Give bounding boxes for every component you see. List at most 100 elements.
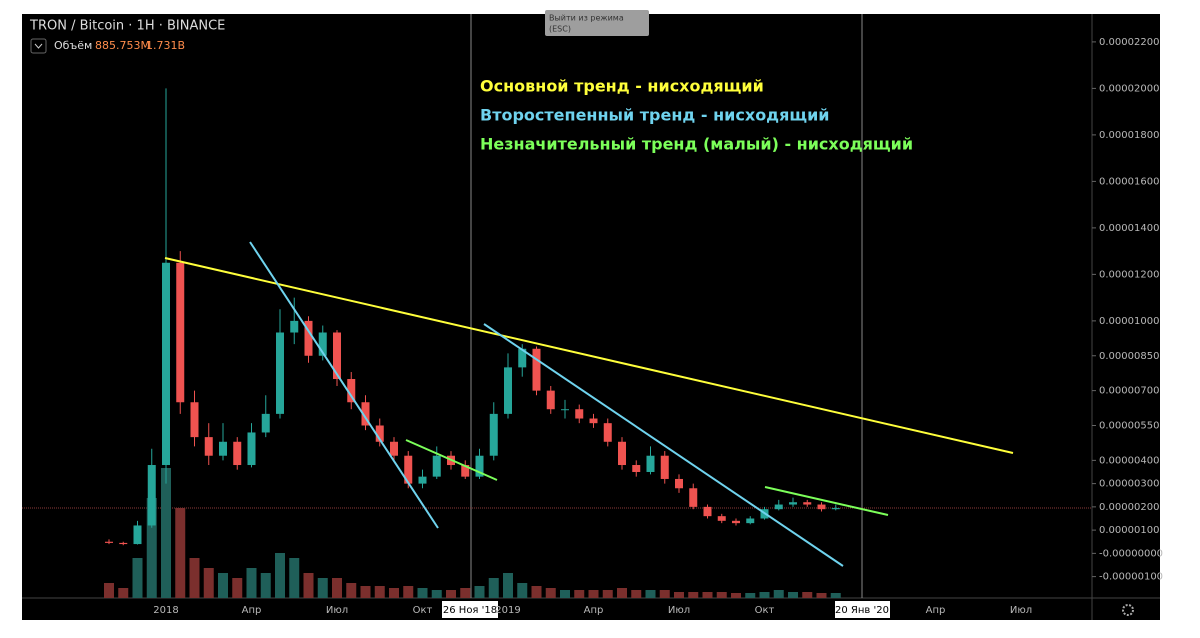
volume-bar — [802, 592, 813, 598]
volume-bar — [332, 578, 342, 598]
volume-bar — [118, 588, 129, 598]
candle-body — [546, 390, 555, 410]
collapse-button[interactable] — [30, 38, 47, 54]
volume-bar — [460, 588, 471, 598]
candle-body — [532, 348, 541, 391]
secondary-trend-line — [249, 241, 439, 529]
candle-body — [247, 432, 256, 466]
volume-bar — [303, 573, 314, 598]
annotation: Второстепенный тренд - нисходящий — [480, 106, 829, 125]
candle-body — [418, 476, 427, 484]
candle-body — [304, 320, 313, 356]
volume-bar — [360, 586, 371, 598]
x-tick-label: Июл — [668, 605, 690, 616]
annotation: Незначительный тренд (малый) - нисходящи… — [480, 135, 913, 154]
volume-bar — [289, 558, 300, 598]
volume-bar — [674, 592, 684, 598]
cursor-date-label: 26 Ноя '18 — [443, 605, 497, 616]
candle-body — [375, 425, 384, 442]
volume-value: 1.731B — [146, 39, 185, 52]
candle-body — [162, 262, 170, 466]
plot — [104, 88, 841, 598]
candle-body — [646, 455, 655, 472]
volume-bar — [602, 590, 613, 598]
candle-body — [732, 520, 740, 524]
y-tick-label: 0.00000200 — [1099, 502, 1159, 513]
volume-bar — [688, 592, 699, 598]
candle-body — [290, 320, 299, 333]
trend-lines — [164, 241, 1014, 567]
volume-bar — [203, 568, 214, 598]
volume-bar — [631, 590, 642, 598]
candle-body — [133, 525, 142, 545]
volume-bar — [146, 498, 157, 598]
volume-bar — [759, 592, 770, 598]
candle-body — [432, 455, 441, 477]
volume-bar — [218, 573, 228, 598]
volume-bar — [588, 590, 599, 598]
exit-tooltip[interactable] — [545, 10, 649, 36]
volume-bar — [446, 590, 456, 598]
chart-background — [22, 14, 1160, 620]
volume-bar — [389, 588, 399, 598]
candle-body — [347, 379, 356, 403]
candle-body — [233, 441, 242, 466]
y-tick-label: 0.00002000 — [1099, 83, 1159, 94]
candle-body — [276, 332, 284, 414]
minor-trend-line — [764, 486, 889, 516]
x-tick-label: 2018 — [153, 605, 178, 616]
candle-body — [204, 437, 213, 456]
volume-bar — [716, 592, 727, 598]
y-tick-label: 0.00000850 — [1099, 351, 1159, 362]
y-tick-label: -0.00000000 — [1099, 548, 1163, 559]
volume-bar — [517, 583, 528, 598]
candle-body — [318, 332, 327, 356]
x-tick-label: Апр — [242, 605, 262, 616]
y-tick-label: 0.00000400 — [1099, 455, 1159, 466]
volume-value: 885.753M — [95, 39, 150, 52]
volume-bar — [417, 588, 428, 598]
tooltip-text: Выйти из режима — [549, 14, 624, 23]
candle-body — [575, 409, 584, 419]
volume-bar — [161, 468, 171, 598]
candle-body — [190, 402, 199, 438]
volume-bar — [830, 593, 841, 598]
primary-trend-line — [164, 257, 1014, 454]
y-tick-label: 0.00001600 — [1099, 176, 1159, 187]
candle-body — [504, 367, 512, 414]
candle-body — [404, 455, 413, 484]
candle-body — [689, 488, 698, 507]
volume-bar — [275, 553, 285, 598]
volume-bar — [317, 578, 328, 598]
x-tick-label: Апр — [584, 605, 604, 616]
settings-icon[interactable] — [1122, 604, 1134, 616]
candle-body — [632, 465, 641, 472]
annotation: Основной тренд - нисходящий — [480, 77, 764, 96]
candle-body — [561, 409, 569, 411]
volume-label: Объём — [54, 39, 92, 52]
candle-body — [817, 504, 826, 510]
volume-bar — [346, 583, 357, 598]
volume-bar — [175, 508, 186, 598]
y-tick-label: 0.00001800 — [1099, 130, 1159, 141]
x-tick-label: Окт — [413, 605, 433, 616]
candle-body — [717, 516, 726, 521]
candle-body — [333, 332, 341, 379]
secondary-trend-line — [483, 323, 844, 567]
y-tick-label: -0.00000100 — [1099, 572, 1163, 583]
y-tick-label: 0.00000550 — [1099, 420, 1159, 431]
minor-trend-line — [405, 439, 498, 481]
candle-body — [219, 441, 227, 456]
candle-body — [789, 502, 797, 505]
volume-bar — [503, 573, 513, 598]
candle-body — [774, 504, 783, 510]
candle-body — [746, 518, 755, 524]
y-tick-label: 0.00000700 — [1099, 386, 1159, 397]
x-tick-label: Июл — [1010, 605, 1032, 616]
candle-body — [261, 413, 270, 433]
tooltip-text: (ESC) — [549, 25, 571, 34]
candle-body — [589, 418, 598, 424]
candle-body — [176, 262, 185, 403]
y-tick-label: 0.00002200 — [1099, 37, 1159, 48]
